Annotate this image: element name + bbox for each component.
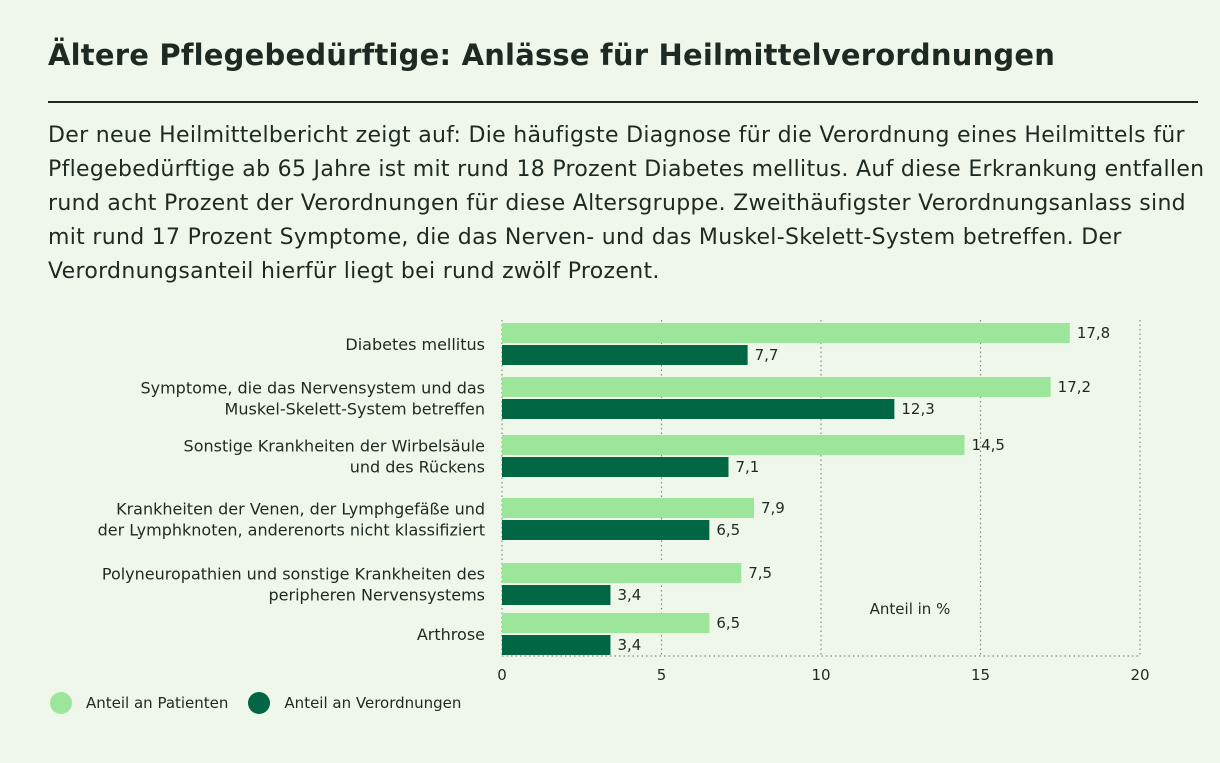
legend-label-patients: Anteil an Patienten: [86, 694, 229, 712]
x-tick-label: 0: [497, 666, 507, 684]
legend-swatch-prescriptions: [248, 692, 271, 714]
data-label: 6,5: [716, 521, 740, 539]
data-label: 14,5: [972, 436, 1005, 454]
x-tick-label: 10: [811, 666, 830, 684]
bar-prescriptions: [502, 457, 729, 477]
data-label: 3,4: [617, 636, 641, 654]
legend-swatch-patients: [50, 692, 72, 714]
bar-patients: [502, 613, 710, 633]
x-axis-title: Anteil in %: [870, 600, 951, 618]
category-label: Diabetes mellitus: [345, 335, 485, 354]
category-label: Krankheiten der Venen, der Lymphgefäße u…: [116, 500, 485, 519]
category-label: Symptome, die das Nervensystem und das: [140, 379, 485, 398]
bar-prescriptions: [502, 399, 895, 419]
intro-text: Der neue Heilmittelbericht zeigt auf: Di…: [48, 123, 1205, 284]
category-label: peripheren Nervensystems: [269, 586, 485, 605]
data-label: 3,4: [617, 586, 641, 604]
data-label: 7,7: [755, 346, 779, 364]
data-label: 12,3: [901, 400, 934, 418]
category-label: Muskel-Skelett-System betreffen: [225, 400, 485, 419]
bar-prescriptions: [502, 585, 611, 605]
category-label: Sonstige Krankheiten der Wirbelsäule: [184, 437, 485, 456]
legend-item-prescriptions: Anteil an Verordnungen: [248, 692, 461, 714]
legend: Anteil an Patienten Anteil an Verordnung…: [50, 692, 481, 714]
bar-patients: [502, 435, 965, 455]
x-tick-label: 15: [971, 666, 990, 684]
category-label: Polyneuropathien und sonstige Krankheite…: [102, 565, 485, 584]
bar-prescriptions: [502, 520, 710, 540]
page-title: Ältere Pflegebedürftige: Anlässe für Hei…: [48, 38, 1056, 72]
data-label: 7,9: [761, 499, 785, 517]
category-label: Arthrose: [417, 625, 485, 644]
bar-patients: [502, 563, 742, 583]
data-label: 7,5: [748, 564, 772, 582]
data-label: 6,5: [716, 614, 740, 632]
data-label: 17,2: [1058, 378, 1091, 396]
category-label: der Lymphknoten, anderenorts nicht klass…: [98, 521, 485, 540]
data-label: 17,8: [1077, 324, 1110, 342]
x-tick-label: 20: [1130, 666, 1149, 684]
bar-prescriptions: [502, 345, 748, 365]
bar-patients: [502, 377, 1051, 397]
category-label: und des Rückens: [350, 458, 485, 477]
bar-patients: [502, 498, 755, 518]
bar-patients: [502, 323, 1070, 343]
x-tick-label: 5: [657, 666, 667, 684]
legend-label-prescriptions: Anteil an Verordnungen: [284, 694, 462, 712]
legend-item-patients: Anteil an Patienten: [50, 692, 228, 714]
title-divider: [48, 101, 1198, 103]
bar-prescriptions: [502, 635, 611, 655]
data-label: 7,1: [735, 458, 759, 476]
